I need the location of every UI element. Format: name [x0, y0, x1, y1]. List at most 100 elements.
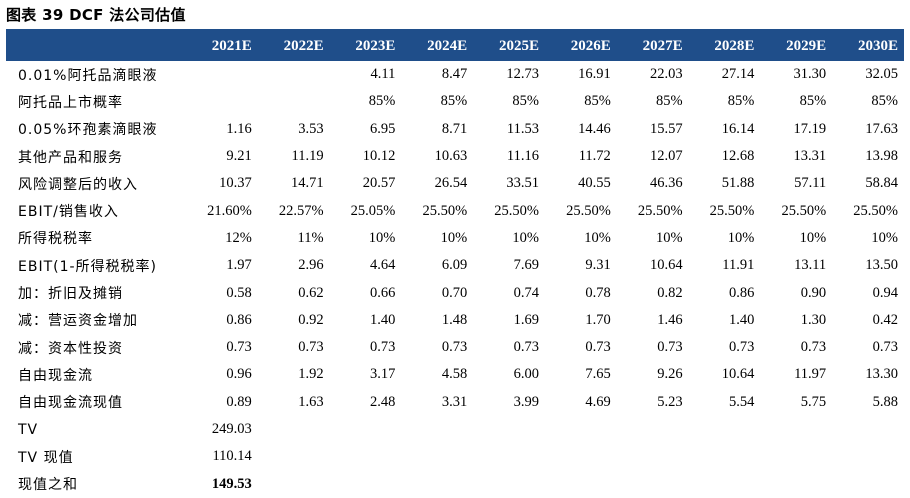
value-cell [330, 416, 402, 443]
value-cell: 6.09 [441, 257, 468, 274]
value-cell [473, 470, 545, 497]
value-cell: 85% [727, 93, 755, 110]
table-body: 0.01%阿托品滴眼液 4.11 8.47 12.73 16.91 22.03 27.14 3… [6, 61, 904, 498]
row-label: 自由现金流 [18, 367, 93, 384]
value-cell [760, 416, 832, 443]
column-header: 2028E [714, 37, 755, 54]
value-cell: 0.82 [657, 284, 683, 301]
value-cell: 7.69 [513, 257, 539, 274]
value-cell: 12.68 [721, 148, 755, 165]
header-row: 2021E 2022E 2023E 2024E 2025E 2026E 2027E 2028E… [6, 31, 904, 61]
table-row: TV 249.03 [6, 416, 904, 443]
row-label: TV [18, 421, 39, 438]
value-cell: 32.05 [865, 66, 898, 83]
value-cell: 14.46 [578, 120, 611, 137]
value-cell: 10.37 [219, 175, 252, 192]
value-cell: 13.31 [793, 148, 827, 165]
value-cell: 3.17 [370, 366, 396, 383]
value-cell: 31.30 [793, 66, 827, 83]
value-cell: 0.62 [298, 284, 324, 301]
value-cell: 4.64 [370, 257, 396, 274]
value-cell: 25.50% [853, 202, 898, 219]
row-label: 所得税税率 [18, 231, 93, 248]
value-cell: 33.51 [506, 175, 539, 192]
row-label: 自由现金流现值 [18, 395, 123, 412]
value-cell: 25.50% [709, 202, 755, 219]
value-cell: 0.74 [513, 284, 539, 301]
value-cell: 0.73 [872, 339, 898, 356]
value-cell: 4.58 [441, 366, 468, 383]
value-cell: 14.71 [290, 175, 324, 192]
table-row: EBIT(1-所得税税率) 1.97 2.96 4.64 6.09 7.69 9.31 10.… [6, 252, 904, 279]
value-cell: 11.16 [506, 148, 539, 165]
value-cell: 5.75 [800, 393, 827, 410]
value-cell: 9.21 [226, 148, 252, 165]
table-row: 加：折旧及摊销 0.58 0.62 0.66 0.70 0.74 0.78 0.82 0.86 0… [6, 279, 904, 306]
row-label: 其他产品和服务 [18, 149, 123, 166]
table-row: 现值之和 149.53 [6, 470, 904, 497]
value-cell: 1.40 [729, 311, 755, 328]
value-cell: 10% [871, 229, 898, 246]
value-cell: 6.95 [370, 120, 396, 137]
value-cell [401, 443, 473, 470]
value-cell: 5.88 [872, 393, 898, 410]
value-cell: 25.50% [494, 202, 539, 219]
value-cell: 13.98 [865, 148, 898, 165]
value-cell [258, 88, 330, 115]
value-cell: 0.73 [657, 339, 683, 356]
value-cell: 21.60% [207, 202, 252, 219]
table-row: EBIT/销售收入 21.60% 22.57% 25.05% 25.50% 25.50% 2… [6, 197, 904, 224]
value-cell: 16.14 [721, 120, 755, 137]
value-cell [258, 443, 330, 470]
value-cell: 1.92 [298, 366, 324, 383]
value-cell: 11.97 [794, 366, 827, 383]
value-cell: 85% [584, 93, 611, 110]
row-label: 减：营运资金增加 [18, 313, 138, 330]
value-cell: 51.88 [721, 175, 755, 192]
table-row: 阿托品上市概率 85% 85% 85% 85% 85% 85% 85% 85% [6, 88, 904, 115]
value-cell [545, 470, 617, 497]
value-cell: 6.00 [513, 366, 539, 383]
value-cell: 22.03 [649, 66, 683, 83]
value-cell: 85% [368, 93, 396, 110]
value-cell [473, 443, 545, 470]
value-cell: 1.40 [370, 311, 396, 328]
value-cell: 10% [512, 229, 539, 246]
value-cell: 0.94 [872, 284, 898, 301]
table-row: 0.01%阿托品滴眼液 4.11 8.47 12.73 16.91 22.03 27.14 3… [6, 61, 904, 88]
value-cell: 1.63 [298, 393, 324, 410]
value-cell [832, 416, 904, 443]
value-cell: 0.89 [226, 393, 252, 410]
table-caption: 图表 39 DCF 法公司估值 [6, 6, 186, 24]
value-cell [545, 416, 617, 443]
value-cell: 5.23 [657, 393, 683, 410]
value-cell: 0.73 [370, 339, 396, 356]
value-cell: 10% [799, 229, 827, 246]
table-row: 风险调整后的收入 10.37 14.71 20.57 26.54 33.51 40.55 46… [6, 170, 904, 197]
row-label: 加：折旧及摊销 [18, 286, 123, 303]
dcf-valuation-table: 2021E 2022E 2023E 2024E 2025E 2026E 2027E 2028E… [6, 31, 904, 498]
value-cell: 15.57 [649, 120, 683, 137]
value-cell: 1.70 [585, 311, 611, 328]
value-cell: 1.46 [657, 311, 683, 328]
value-cell [832, 470, 904, 497]
value-cell: 0.73 [513, 339, 539, 356]
value-cell: 26.54 [434, 175, 468, 192]
column-header: 2026E [570, 37, 611, 54]
value-cell: 0.58 [226, 284, 252, 301]
value-cell: 0.96 [226, 366, 252, 383]
value-cell [258, 470, 330, 497]
value-cell: 11.53 [506, 120, 539, 137]
value-cell: 0.73 [585, 339, 611, 356]
value-cell: 2.96 [298, 257, 324, 274]
value-cell: 85% [440, 93, 468, 110]
column-header: 2022E [283, 37, 324, 54]
value-cell: 27.14 [721, 66, 755, 83]
table-row: 自由现金流 0.96 1.92 3.17 4.58 6.00 7.65 9.26 10.64 11… [6, 361, 904, 388]
value-cell [186, 61, 258, 88]
value-cell: 11.91 [722, 257, 755, 274]
table-row: 减：营运资金增加 0.86 0.92 1.40 1.48 1.69 1.70 1.46 1.40… [6, 307, 904, 334]
value-cell: 0.92 [298, 311, 324, 328]
table-row: 自由现金流现值 0.89 1.63 2.48 3.31 3.99 4.69 5.23 5.54 5… [6, 389, 904, 416]
value-cell: 11.72 [578, 148, 611, 165]
